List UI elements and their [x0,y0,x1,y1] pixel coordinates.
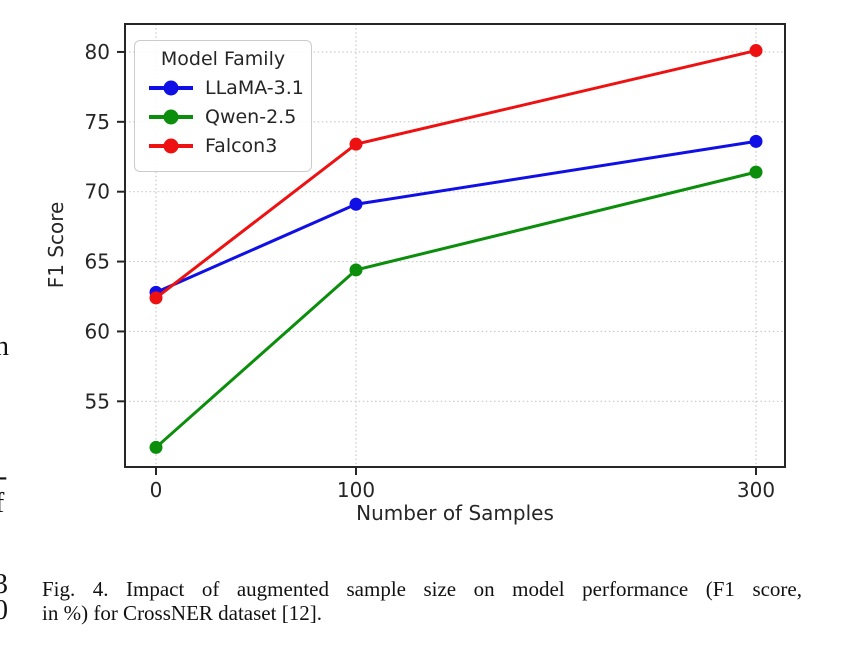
legend-label: LLaMA-3.1 [205,77,304,99]
y-axis-label: F1 Score [44,201,68,289]
legend-label: Qwen-2.5 [205,106,297,128]
y-tick-label: 80 [85,40,110,64]
data-point-qwen-2.5 [749,165,763,179]
data-point-falcon3 [149,291,163,305]
legend-entry-qwen-2.5: Qwen-2.5 [149,106,301,128]
caption-line-1: Fig. 4. Impact of augmented sample size … [42,577,802,601]
data-point-llama-3.1 [349,197,363,211]
legend-label: Falcon3 [205,135,278,157]
legend-dot [163,109,179,125]
y-tick-label: 60 [85,319,110,343]
y-tick-label: 55 [85,389,110,413]
legend-entry-falcon3: Falcon3 [149,135,301,157]
x-tick-label: 300 [737,478,775,502]
plot-border [124,23,786,468]
legend-marker-icon [149,138,193,154]
legend-title: Model Family [160,48,286,70]
legend-marker-icon [149,109,193,125]
legend-entry-llama-3.1: LLaMA-3.1 [149,77,304,99]
legend-marker-icon [149,80,193,96]
y-tick-label: 75 [85,110,110,134]
x-axis-label: Number of Samples [356,501,554,525]
data-point-qwen-2.5 [349,263,363,277]
chart-legend: Model Family LLaMA-3.1 Qwen-2.5 Falcon3 [134,40,312,172]
x-tick-label: 100 [337,478,375,502]
legend-entries: LLaMA-3.1 Qwen-2.5 Falcon3 [145,77,304,157]
legend-dot [163,138,179,154]
series-line-qwen-2.5 [154,170,758,449]
margin-text-fragment: f [0,490,4,518]
caption-line-2: in %) for CrossNER dataset [12]. [42,601,322,625]
legend-dot [163,80,179,96]
data-point-qwen-2.5 [149,440,163,454]
margin-text-fragment: 0 [0,595,8,626]
data-point-falcon3 [349,137,363,151]
line-chart: 55 60 65 70 75 80 0 100 300 [85,23,786,502]
margin-text-fragment: - [0,463,7,491]
figure-caption: Fig. 4. Impact of augmented sample size … [42,577,802,625]
y-tick-label: 70 [85,180,110,204]
margin-text-fragment: n [0,331,9,362]
data-point-llama-3.1 [749,134,763,148]
y-tick-label: 65 [85,250,110,274]
x-tick-label: 0 [150,478,163,502]
margin-text-fragment: 3 [0,569,8,600]
data-point-falcon3 [749,44,763,58]
